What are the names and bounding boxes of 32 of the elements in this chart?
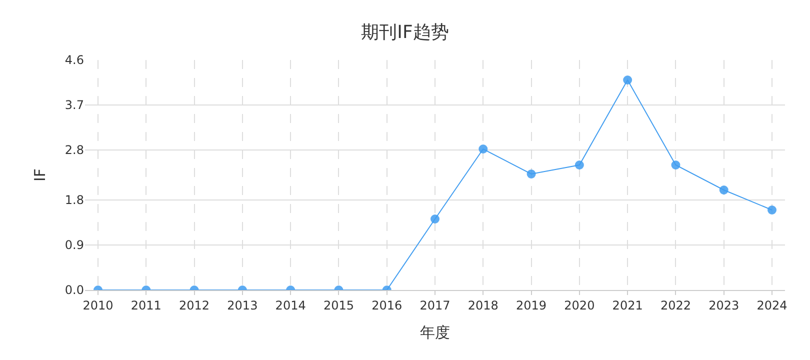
y-axis-title: IF xyxy=(31,168,50,182)
y-tick-label: 0.0 xyxy=(64,283,84,298)
point xyxy=(623,76,632,84)
point xyxy=(478,144,488,154)
x-tick-label: 2019 xyxy=(516,298,547,312)
y-tick-label: 3.7 xyxy=(64,98,84,112)
x-tick-label: 2013 xyxy=(227,298,258,312)
point xyxy=(526,170,536,178)
x-tick-label: 2022 xyxy=(660,298,691,312)
x-tick-label: 2018 xyxy=(468,298,498,312)
y-tick-label: 0.9 xyxy=(64,238,84,252)
point xyxy=(671,160,680,170)
chart-title: 期刊IF趋势 xyxy=(361,22,449,43)
x-tick-label: 2020 xyxy=(564,298,595,312)
y-tick-label: 2.8 xyxy=(64,143,84,158)
point xyxy=(574,160,584,170)
x-tick-label: 2016 xyxy=(372,298,402,312)
point xyxy=(430,214,440,224)
x-tick-label: 2014 xyxy=(275,298,306,312)
point xyxy=(768,206,776,214)
x-tick-label: 2023 xyxy=(708,298,740,312)
y-tick-label: 1.8 xyxy=(64,193,84,208)
x-tick-label: 2012 xyxy=(179,298,210,312)
x-tick-label: 2024 xyxy=(756,298,788,312)
point xyxy=(719,186,728,194)
x-tick-label: 2010 xyxy=(82,298,114,312)
x-tick-label: 2021 xyxy=(612,298,643,312)
x-tick-label: 2017 xyxy=(420,298,450,312)
x-tick-label: 2015 xyxy=(323,298,354,312)
x-axis-title: 年度 xyxy=(420,323,450,342)
y-tick-label: 4.6 xyxy=(64,53,84,68)
x-tick-label: 2011 xyxy=(130,298,162,312)
